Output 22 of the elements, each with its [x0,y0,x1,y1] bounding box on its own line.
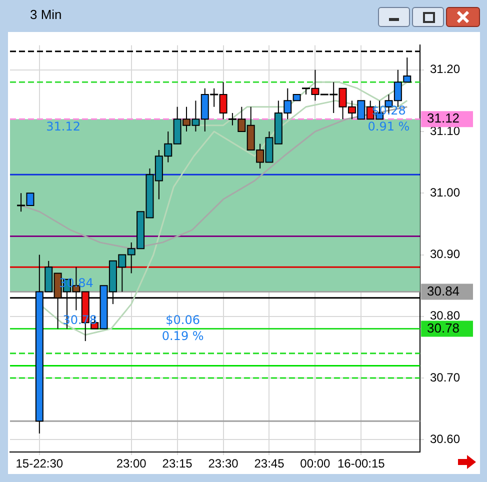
x-tick-label: 23:45 [254,456,285,471]
y-tick-label: 30.60 [430,432,460,446]
ref-line-label: 30.84 [427,283,460,298]
y-tick-label: 31.00 [430,185,460,200]
ref-line-label: 31.12 [427,110,460,126]
annotation: $0.06 [166,312,200,327]
annotation: 31.12 [46,119,80,134]
x-tick-label: 23:30 [208,456,239,471]
annotation: 0.19 % [162,328,204,343]
y-tick-label: 30.90 [430,247,460,262]
x-tick-label: 23:00 [116,456,147,471]
x-tick-label: 16-00:15 [337,456,386,471]
y-tick-label: 30.80 [430,308,460,323]
y-tick-label: 30.70 [430,370,460,384]
x-tick-label: 23:15 [162,456,193,471]
x-tick-label: 00:00 [300,456,331,471]
ref-line-label: 30.78 [427,320,460,336]
y-tick-label: 31.20 [430,62,460,76]
x-tick-label: 15-22:30 [16,456,64,471]
annotation: 0.91 % [368,119,410,134]
chart-title: 3 Min [30,7,62,22]
y-tick-label: 31.10 [430,124,460,138]
